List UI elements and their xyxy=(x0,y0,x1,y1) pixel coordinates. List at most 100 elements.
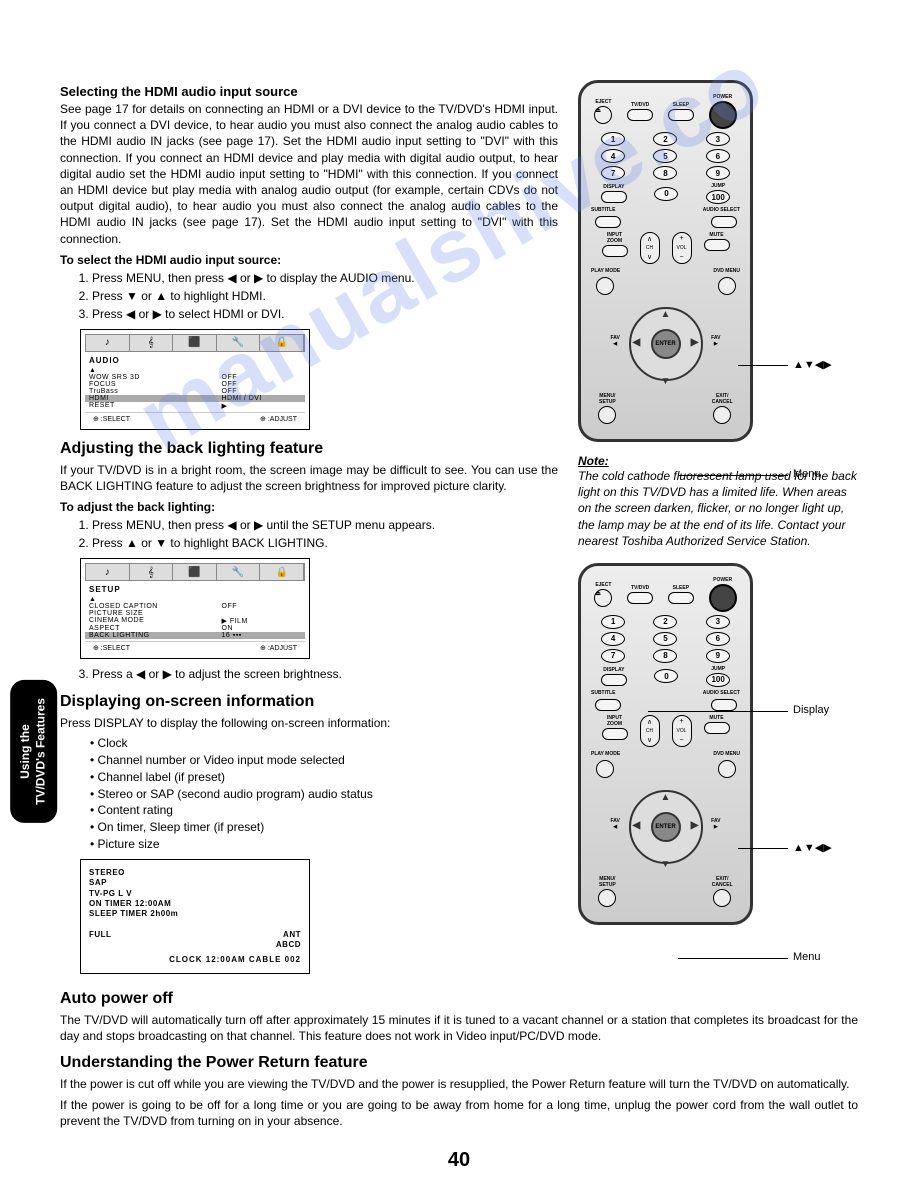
num-5[interactable]: 5 xyxy=(653,149,677,163)
sec3-b1: Clock xyxy=(90,735,558,752)
sec4-body: The TV/DVD will automatically turn off a… xyxy=(60,1012,858,1044)
subtitle-button[interactable] xyxy=(595,216,621,228)
lbl-menusetup2: MENU/ SETUP xyxy=(599,876,616,888)
tvdvd-button-2[interactable] xyxy=(627,592,653,604)
sec1-step2: Press ▼ or ▲ to highlight HDMI. xyxy=(92,287,558,305)
power-button-2[interactable] xyxy=(709,584,737,612)
num-2-2[interactable]: 2 xyxy=(653,615,677,629)
eject-button-2[interactable]: ⏏ xyxy=(594,589,612,607)
audioselect-button[interactable] xyxy=(711,216,737,228)
menu-button[interactable] xyxy=(598,406,616,424)
sec4-title: Auto power off xyxy=(60,990,858,1008)
mute-button-2[interactable] xyxy=(704,722,730,734)
side-tab-line1: Using the xyxy=(18,724,32,779)
num-2[interactable]: 2 xyxy=(653,132,677,146)
num-9-2[interactable]: 9 xyxy=(706,649,730,663)
lbl-exitcancel2: EXIT/ CANCEL xyxy=(712,876,733,888)
exit-button[interactable] xyxy=(713,406,731,424)
ib-l3: TV-PG L V xyxy=(89,889,301,899)
callout-arrows-2: ▲▼◀▶ xyxy=(793,841,832,854)
power-button[interactable] xyxy=(709,101,737,129)
inputzoom-button[interactable] xyxy=(602,245,628,257)
num-6[interactable]: 6 xyxy=(706,149,730,163)
dpad-2[interactable]: ▲ ▼ ◀ ▶ ENTER FAV ◀ FAV ▶ xyxy=(611,782,721,872)
callout-menu-2: Menu xyxy=(793,951,821,963)
num-3[interactable]: 3 xyxy=(706,132,730,146)
display-button-2[interactable] xyxy=(601,674,627,686)
osd2-r3l: CINEMA MODE xyxy=(89,617,222,625)
vol-rocker[interactable]: +VOL− xyxy=(672,232,692,264)
enter-button[interactable]: ENTER xyxy=(651,329,681,359)
num-6-2[interactable]: 6 xyxy=(706,632,730,646)
lbl-audiosel: AUDIO SELECT xyxy=(703,207,740,213)
num-3-2[interactable]: 3 xyxy=(706,615,730,629)
num-100-2[interactable]: 100 xyxy=(706,673,730,687)
vol-rocker-2[interactable]: +VOL− xyxy=(672,715,692,747)
sec3-body: Press DISPLAY to display the following o… xyxy=(60,715,558,731)
osd1-r4r: HDMI / DVI xyxy=(222,395,302,402)
exit-button-2[interactable] xyxy=(713,889,731,907)
playmode-button[interactable] xyxy=(596,277,614,295)
display-button[interactable] xyxy=(601,191,627,203)
num-8[interactable]: 8 xyxy=(653,166,677,180)
osd2-r5l: BACK LIGHTING xyxy=(89,632,222,639)
num-7-2[interactable]: 7 xyxy=(601,649,625,663)
dvdmenu-button-2[interactable] xyxy=(718,760,736,778)
lbl-tvdvd2: TV/DVD xyxy=(631,585,649,591)
lbl-sleep2: SLEEP xyxy=(673,585,689,591)
num-1-2[interactable]: 1 xyxy=(601,615,625,629)
osd1-r1l: WOW SRS 3D xyxy=(89,374,222,381)
eject-button[interactable]: ⏏ xyxy=(594,106,612,124)
num-4[interactable]: 4 xyxy=(601,149,625,163)
num-0-2[interactable]: 0 xyxy=(654,669,678,683)
osd1-r2l: FOCUS xyxy=(89,381,222,388)
lbl-display2: DISPLAY xyxy=(603,667,624,673)
num-4-2[interactable]: 4 xyxy=(601,632,625,646)
sleep-button-2[interactable] xyxy=(668,592,694,604)
lbl-vol: VOL xyxy=(676,245,686,251)
ib-clock: CLOCK 12:00AM CABLE 002 xyxy=(89,955,301,965)
lbl-display: DISPLAY xyxy=(603,184,624,190)
lbl-subtitle2: SUBTITLE xyxy=(591,690,615,696)
sec1-sub: To select the HDMI audio input source: xyxy=(60,253,558,267)
callout-arrows-1: ▲▼◀▶ xyxy=(793,358,832,371)
num-1[interactable]: 1 xyxy=(601,132,625,146)
osd2-r4l: ASPECT xyxy=(89,625,222,632)
ch-rocker[interactable]: ∧CH∨ xyxy=(640,232,660,264)
ib-l1: STEREO xyxy=(89,868,301,878)
num-5-2[interactable]: 5 xyxy=(653,632,677,646)
audioselect-button-2[interactable] xyxy=(711,699,737,711)
inputzoom-button-2[interactable] xyxy=(602,728,628,740)
osd1-r3l: TruBass xyxy=(89,388,222,395)
ib-l4: ON TIMER 12:00AM xyxy=(89,899,301,909)
lbl-subtitle: SUBTITLE xyxy=(591,207,615,213)
num-7[interactable]: 7 xyxy=(601,166,625,180)
num-0[interactable]: 0 xyxy=(654,187,678,201)
sec1-title: Selecting the HDMI audio input source xyxy=(60,84,558,99)
osd1-fr: ⊕ :ADJUST xyxy=(260,415,297,423)
sleep-button[interactable] xyxy=(668,109,694,121)
sec3-b5: Content rating xyxy=(90,802,558,819)
osd-audio: ♪𝄞⬛🔧🔒 AUDIO ▲ WOW SRS 3DOFF FOCUSOFF Tru… xyxy=(80,329,310,430)
tvdvd-button[interactable] xyxy=(627,109,653,121)
enter-button-2[interactable]: ENTER xyxy=(651,812,681,842)
dpad[interactable]: ▲ ▼ ◀ ▶ ENTER FAV ◀ FAV ▶ xyxy=(611,299,721,389)
ib-br2: ABCD xyxy=(276,940,301,949)
sec2-title: Adjusting the back lighting feature xyxy=(60,440,558,458)
num-100[interactable]: 100 xyxy=(706,190,730,204)
sec2-step1: Press MENU, then press ◀ or ▶ until the … xyxy=(92,516,558,534)
dvdmenu-button[interactable] xyxy=(718,277,736,295)
subtitle-button-2[interactable] xyxy=(595,699,621,711)
num-8-2[interactable]: 8 xyxy=(653,649,677,663)
sec2-step2: Press ▲ or ▼ to highlight BACK LIGHTING. xyxy=(92,534,558,552)
ch-rocker-2[interactable]: ∧CH∨ xyxy=(640,715,660,747)
osd2-r4r: ON xyxy=(222,625,302,632)
menu-button-2[interactable] xyxy=(598,889,616,907)
playmode-button-2[interactable] xyxy=(596,760,614,778)
num-9[interactable]: 9 xyxy=(706,166,730,180)
sec3-b3: Channel label (if preset) xyxy=(90,769,558,786)
note-title: Note: xyxy=(578,454,858,468)
mute-button[interactable] xyxy=(704,239,730,251)
sec5-title: Understanding the Power Return feature xyxy=(60,1054,858,1072)
sec1-step1: Press MENU, then press ◀ or ▶ to display… xyxy=(92,269,558,287)
